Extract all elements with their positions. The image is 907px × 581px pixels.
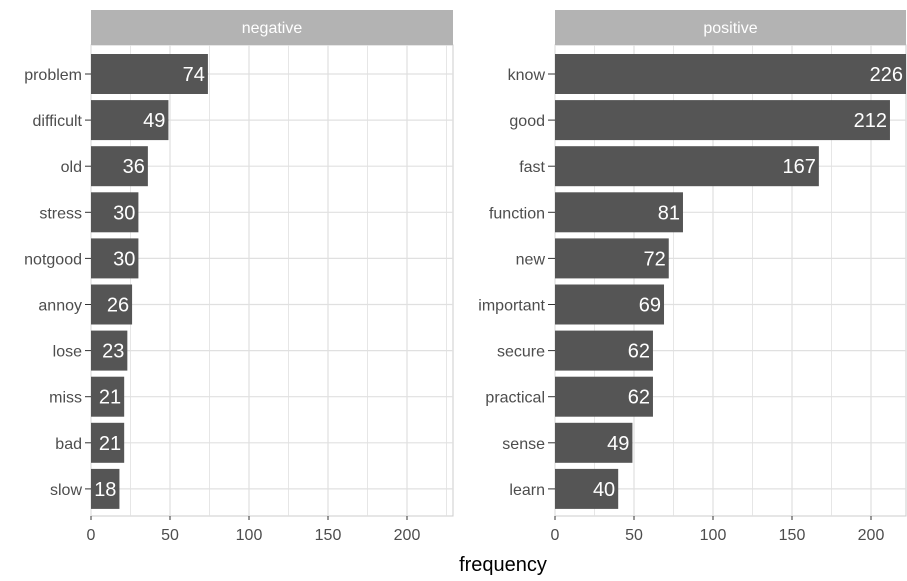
category-label: learn [509,482,545,499]
bar [91,330,128,371]
data-label: 167 [782,156,815,178]
x-tick-label: 100 [236,527,263,544]
data-label: 81 [658,202,680,224]
category-label: new [516,251,546,268]
bar [91,284,133,325]
data-label: 74 [183,64,205,86]
data-label: 18 [94,479,116,501]
bar [555,468,619,509]
category-label: difficult [32,113,82,130]
category-label: bad [55,436,82,453]
bar [555,284,665,325]
category-label: fast [519,159,545,176]
panel-positive: positive 226 know 212 good 167 fast 81 function 7… [478,10,907,544]
bar [555,146,819,187]
data-label: 36 [123,156,145,178]
category-label: sense [502,436,545,453]
data-label: 72 [644,248,666,270]
x-tick-label: 200 [858,527,885,544]
category-label: slow [50,482,82,499]
x-tick-label: 150 [315,527,342,544]
data-label: 40 [593,479,615,501]
bar [555,54,906,94]
data-label: 212 [854,110,887,132]
facet-strip [91,10,453,45]
bar [555,238,669,279]
category-label: stress [39,205,82,222]
data-label: 26 [107,295,129,317]
data-label: 30 [113,248,135,270]
bar [555,192,683,233]
x-tick-label: 150 [779,527,806,544]
bar [555,422,633,463]
bar [91,100,169,141]
category-label: notgood [24,251,82,268]
data-label: 30 [113,202,135,224]
data-label: 62 [628,341,650,363]
panel-negative: negative 74 problem 49 difficult 36 old 30 stres… [24,10,454,544]
bar [91,376,125,417]
data-label: 21 [99,387,121,409]
category-label: secure [497,344,545,361]
category-label: miss [49,390,82,407]
data-label: 49 [143,110,165,132]
x-tick-label: 0 [551,527,560,544]
bar [91,146,148,187]
data-label: 226 [870,64,903,86]
facet-strip [555,10,906,45]
facet-strip-label: negative [242,20,303,37]
data-label: 21 [99,433,121,455]
category-label: annoy [38,298,82,315]
bar [555,376,653,417]
chart-panels: negative 74 problem 49 difficult 36 old 30 stres… [24,10,907,544]
bar [91,54,208,94]
category-label: important [478,298,545,315]
facet-strip-label: positive [703,20,757,37]
data-label: 62 [628,387,650,409]
category-label: function [489,205,545,222]
data-label: 49 [607,433,629,455]
bar [555,330,653,371]
category-label: problem [24,67,82,84]
bar [91,468,120,509]
x-tick-label: 50 [625,527,643,544]
x-tick-label: 50 [161,527,179,544]
data-label: 69 [639,295,661,317]
data-label: 23 [102,341,124,363]
bar [91,238,139,279]
bar [91,192,139,233]
x-tick-label: 100 [700,527,727,544]
category-label: know [508,67,546,84]
x-tick-label: 200 [394,527,421,544]
category-label: good [509,113,545,130]
category-label: old [61,159,82,176]
category-label: practical [485,390,545,407]
bar [91,422,125,463]
category-label: lose [53,344,82,361]
x-axis-title: frequency [459,554,547,576]
x-tick-label: 0 [87,527,96,544]
bar [555,100,890,141]
